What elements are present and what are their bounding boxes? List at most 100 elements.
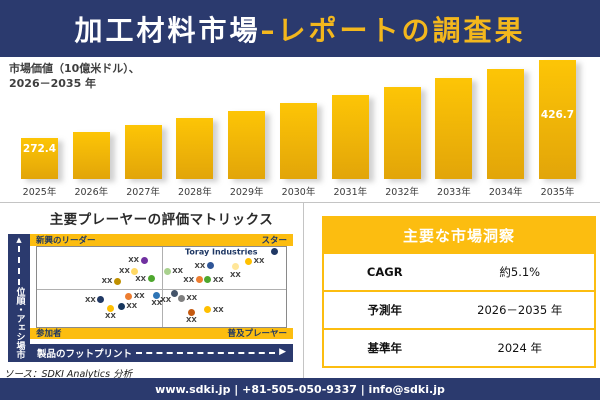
matrix-top-band: 新興のリーダー スター — [30, 234, 293, 246]
company-dot — [140, 256, 148, 264]
company-label: XX — [194, 261, 206, 270]
company-dot — [153, 291, 161, 299]
matrix-bottom-band: 参加者 普及プレーヤー — [30, 327, 293, 340]
bar-year-label: 2028年 — [178, 187, 212, 198]
company-dot — [131, 267, 139, 275]
report-title-gold: –レポートの調査果 — [260, 13, 526, 47]
company-dot — [125, 292, 133, 300]
company-label: XX — [105, 312, 116, 321]
insights-row-value: 2026－2035 年 — [477, 303, 563, 317]
quadrant-label-stars: スター — [261, 236, 287, 246]
company-label: XX — [84, 295, 96, 304]
company-label: XX — [133, 292, 145, 301]
company-dot — [187, 308, 195, 316]
company-dot — [177, 294, 185, 302]
company-dot — [231, 263, 239, 271]
company-annotation-toray: Toray Industries — [184, 247, 258, 257]
insights-row: 基準年 2024 年 — [324, 328, 594, 366]
company-dot — [195, 276, 203, 284]
insights-row-value: 約5.1% — [499, 265, 541, 279]
matrix-y-axis-label: 位順・アェシ場市 — [14, 287, 25, 359]
quadrant-divider-vertical — [161, 247, 163, 327]
bar-chart-subtitle-line2: 2026－2035 年 — [9, 77, 97, 90]
bar-2029年 — [228, 111, 266, 179]
header-banner: 加工材料市場 –レポートの調査果 — [0, 0, 600, 57]
company-dot — [245, 257, 253, 265]
company-dot — [163, 267, 171, 275]
bar-2025年 — [21, 138, 58, 179]
bar-2031年 — [331, 95, 369, 179]
company-dot — [204, 276, 212, 284]
company-dot — [97, 296, 105, 304]
company-label: XX — [151, 299, 163, 308]
company-dot — [206, 262, 214, 270]
insights-table-rows: CAGR 約5.1% 予測年 2026－2035 年基準年 2024 年 — [324, 252, 594, 366]
matrix-title: 主要プレーヤーの評価マトリックス — [49, 212, 274, 228]
company-label: XX — [183, 275, 195, 284]
quadrant-divider-horizontal — [37, 289, 286, 291]
bar-2033年 — [435, 78, 473, 179]
bar-year-label: 2027年 — [126, 187, 160, 198]
insights-table-title: 主要な市場洞察 — [324, 218, 594, 252]
company-dot — [117, 302, 125, 310]
bar-value-label: 426.7 — [540, 108, 575, 121]
report-title-white: 加工材料市場 — [74, 13, 261, 47]
bar-year-label: 2031年 — [333, 187, 368, 198]
matrix-x-axis-label: 製品のフットプリント — [37, 348, 133, 360]
company-label: XX — [126, 302, 138, 311]
company-dot — [106, 304, 114, 312]
company-label: XX — [185, 316, 197, 325]
bar-chart-subtitle-line1: 市場価値（10億米ドル）、 — [9, 62, 140, 75]
company-label: XX — [160, 296, 172, 305]
company-label: XX — [186, 294, 198, 303]
footer-bar: www.sdki.jp | +81-505-050-9337 | info@sd… — [0, 378, 600, 400]
company-dot — [147, 275, 155, 283]
company-label: XX — [212, 305, 224, 314]
bar-value-label: 272.4 — [22, 143, 57, 156]
bar-year-label: 2033年 — [437, 187, 471, 198]
company-label: XX — [172, 267, 184, 276]
bar-chart-subtitle: 市場価値（10億米ドル）、 2026－2035 年 — [9, 61, 140, 91]
section-divider-vertical — [303, 202, 304, 378]
player-evaluation-matrix: ▲ 位順・アェシ場市 新興のリーダー スター XX XX XX XX XX XX XX XX X… — [8, 234, 293, 362]
insights-row: CAGR 約5.1% — [324, 252, 594, 290]
bar-2034年 — [487, 69, 525, 179]
company-dot — [204, 306, 212, 314]
bar-2030年 — [280, 103, 317, 179]
matrix-plot-area: XX XX XX XX XX XX XX XX XX XX XX XX XX XX XX XX XX XX XX To… — [36, 246, 287, 328]
company-label: XX — [119, 267, 130, 276]
footer-contact-text: www.sdki.jp | +81-505-050-9337 | info@sd… — [155, 382, 445, 396]
y-axis-dashed-line — [18, 246, 20, 285]
bar-2028年 — [176, 118, 214, 179]
key-insights-table: 主要な市場洞察 CAGR 約5.1% 予測年 2026－2035 年基準年 2024 年 — [322, 216, 596, 368]
insights-row-label: 予測年 — [367, 303, 403, 317]
bar-2035年 — [539, 59, 576, 179]
bar-year-label: 2030年 — [281, 187, 316, 198]
insights-row-label: 基準年 — [367, 341, 403, 355]
company-label: XX — [212, 275, 224, 284]
company-dot — [113, 277, 121, 285]
bar-year-label: 2034年 — [488, 187, 523, 198]
matrix-y-axis: ▲ 位順・アェシ場市 — [8, 234, 30, 362]
company-dot — [270, 248, 278, 256]
bar-year-label: 2025年 — [22, 187, 57, 198]
company-dot — [170, 289, 178, 297]
bar-year-label: 2026年 — [74, 187, 109, 198]
x-axis-dashed-line — [136, 351, 276, 354]
bar-year-label: 2035年 — [540, 187, 575, 198]
insights-row-value: 2024 年 — [497, 341, 542, 355]
insights-row-label: CAGR — [366, 265, 403, 279]
quadrant-label-pervasive-players: 普及プレーヤー — [227, 329, 287, 340]
company-label: XX — [230, 270, 241, 279]
right-arrow-icon: ▶ — [279, 347, 286, 358]
company-label: XX — [128, 256, 140, 265]
bar-2026年 — [72, 131, 110, 179]
company-label: XX — [101, 277, 113, 286]
matrix-x-axis: 製品のフットプリント ▶ — [30, 343, 293, 362]
company-label: XX — [135, 274, 147, 283]
bar-year-label: 2029年 — [229, 187, 264, 198]
bar-year-label: 2032年 — [385, 187, 419, 198]
up-arrow-icon: ▲ — [16, 236, 22, 244]
quadrant-label-participants: 参加者 — [36, 329, 62, 340]
